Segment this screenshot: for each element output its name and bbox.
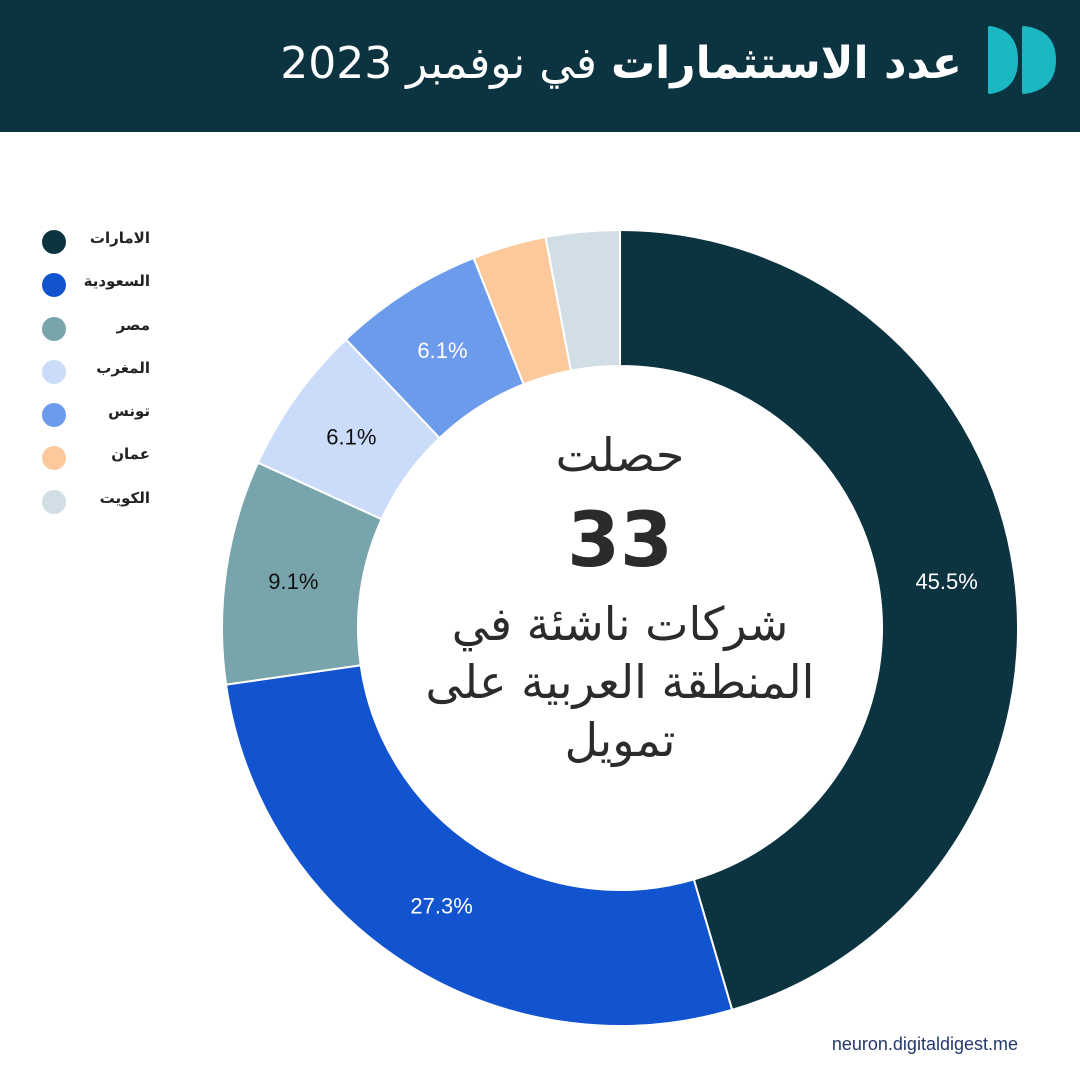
- legend-item: السعودية: [40, 267, 170, 310]
- legend-item: تونس: [40, 397, 170, 440]
- legend-swatch: [42, 230, 66, 254]
- legend-item: مصر: [40, 311, 170, 354]
- legend-swatch: [42, 359, 66, 384]
- title-bold: عدد الاستثمارات: [610, 38, 962, 89]
- legend-item: المغرب: [40, 354, 170, 397]
- header-bar: عدد الاستثمارات في نوفمبر 2023: [0, 0, 1080, 132]
- donut-slice: [619, 228, 1020, 1012]
- chart-legend: الامارات السعودية مصر المغرب تونس عمان الكويت: [40, 224, 170, 527]
- slice-label: 45.5%: [915, 569, 977, 594]
- legend-item: الامارات: [40, 224, 170, 267]
- legend-label: تونس: [108, 402, 150, 421]
- legend-label: الامارات: [89, 229, 150, 247]
- legend-label: المغرب: [96, 358, 150, 377]
- slice-label: 6.1%: [326, 424, 376, 449]
- legend-swatch: [42, 489, 66, 514]
- legend-swatch: [42, 403, 66, 428]
- title-regular: في نوفمبر 2023: [280, 38, 597, 89]
- legend-swatch: [42, 316, 66, 341]
- legend-label: الكويت: [99, 488, 150, 507]
- legend-label: عمان: [111, 445, 150, 464]
- brand-logo-icon: [988, 26, 1056, 94]
- center-text-bottom: شركات ناشئة في المنطقة العربية على تمويل: [425, 597, 815, 767]
- slice-label: 27.3%: [410, 894, 472, 919]
- legend-label: السعودية: [83, 272, 150, 291]
- donut-slice: [224, 664, 734, 1028]
- page-title: عدد الاستثمارات في نوفمبر 2023: [280, 34, 962, 94]
- legend-item: الكويت: [40, 484, 170, 527]
- center-number: 33: [567, 495, 673, 584]
- legend-label: مصر: [116, 315, 150, 334]
- legend-item: عمان: [40, 440, 170, 483]
- donut-slice: [544, 228, 621, 372]
- legend-swatch: [42, 273, 66, 298]
- center-text: حصلت 33 شركات ناشئة في المنطقة العربية ع…: [420, 425, 820, 769]
- center-text-top: حصلت: [555, 428, 685, 482]
- slice-label: 9.1%: [268, 569, 318, 594]
- source-link: neuron.digitaldigest.me: [831, 1034, 1018, 1054]
- slice-label: 6.1%: [417, 338, 467, 363]
- legend-swatch: [42, 446, 66, 471]
